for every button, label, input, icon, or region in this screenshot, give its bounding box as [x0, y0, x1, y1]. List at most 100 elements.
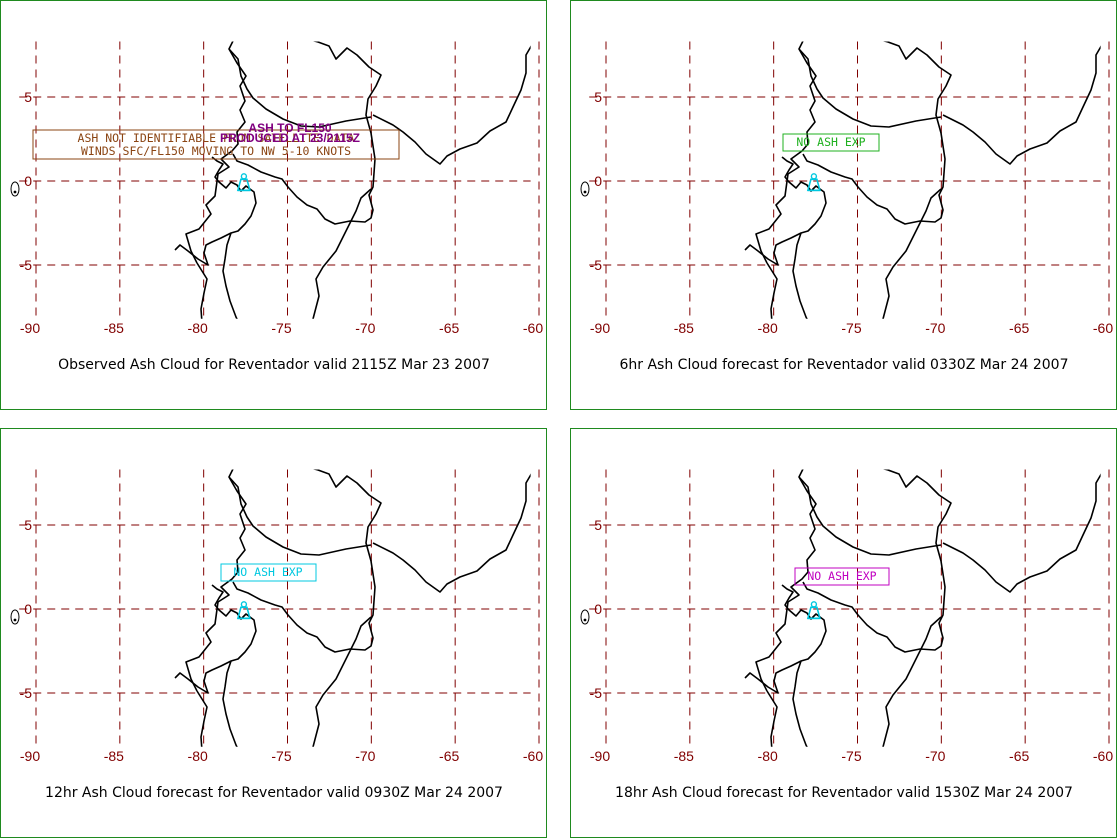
volcano-icon: [236, 173, 251, 192]
panel-caption: 12hr Ash Cloud forecast for Reventador v…: [45, 785, 503, 801]
coastline-segment: [744, 584, 827, 694]
advisory-line-2: PRODUCED AT 23/2115Z: [220, 131, 360, 145]
text-box-frame: [782, 133, 880, 152]
text-box-line: NO ASH EXP: [233, 565, 302, 579]
coastline-segment: [228, 476, 372, 556]
lon-tick-label: -80: [188, 320, 208, 336]
lat-tick-label: 5: [24, 517, 32, 533]
volcano-icon: [236, 601, 251, 620]
panel-caption: 18hr Ash Cloud forecast for Reventador v…: [615, 785, 1073, 801]
ash-map: 5 0 -5 -90 -85 -80 -75 -70 -65 -60 NO ASH EXP 18h…: [580, 469, 1114, 801]
panel-18hr: 5 0 -5 -90 -85 -80 -75 -70 -65 -60 NO ASH EXP 18h…: [570, 428, 1117, 838]
logo-icon: [580, 181, 590, 197]
coastline-segment: [744, 156, 827, 266]
coastline: [744, 41, 1101, 319]
coastline-segment: [798, 476, 942, 556]
ash-text-box: NO ASH EXP: [782, 133, 880, 152]
lon-tick-label: -75: [841, 320, 861, 336]
lon-tick-label: -65: [1009, 748, 1029, 764]
tick-labels: 5 0 -5 -90 -85 -80 -75 -70 -65 -60: [590, 517, 1114, 764]
panel-observed: 5 0 -5 -90 -85 -80 -75 -70 -65 -60 ASH NOT IDENTI…: [0, 0, 547, 410]
lon-tick-label: -70: [925, 748, 945, 764]
coastline-segment: [312, 616, 372, 747]
coastline-segment: [942, 473, 1101, 593]
ash-text-box: NO ASH EXP: [794, 567, 890, 586]
lat-tick-label: 0: [24, 173, 32, 189]
lat-tick-label: 0: [24, 601, 32, 617]
ash-text-box: ASH NOT IDENTIFIABLE FROM SATELLITE DATA…: [32, 129, 400, 160]
lon-tick-label: -65: [1009, 320, 1029, 336]
ash-map: 5 0 -5 -90 -85 -80 -75 -70 -65 -60 ASH NOT IDENTI…: [10, 41, 544, 373]
panel-caption: Observed Ash Cloud for Reventador valid …: [58, 357, 490, 373]
lon-tick-label: -75: [271, 748, 291, 764]
coastline: [744, 469, 1101, 747]
coastline-segment: [174, 584, 257, 694]
ash-map: 5 0 -5 -90 -85 -80 -75 -70 -65 -60 NO ASH EXP 6hr…: [580, 41, 1114, 373]
coastline-segment: [232, 469, 382, 653]
lon-tick-label: -80: [758, 748, 778, 764]
coastline-segment: [942, 45, 1101, 165]
coastline-segment: [228, 48, 372, 128]
coastline-segment: [185, 41, 247, 264]
lon-tick-label: -70: [355, 748, 375, 764]
lon-tick-label: -90: [590, 748, 610, 764]
lon-tick-label: -70: [925, 320, 945, 336]
coastline-segment: [882, 616, 942, 747]
panel-6hr: 5 0 -5 -90 -85 -80 -75 -70 -65 -60 NO ASH EXP 6hr…: [570, 0, 1117, 410]
volcano-icon: [806, 601, 821, 620]
grid-lines: [19, 41, 540, 319]
logo-icon: [580, 609, 590, 625]
lat-tick-label: -5: [20, 257, 33, 273]
lon-tick-label: -85: [104, 748, 124, 764]
coastline-segment: [312, 188, 372, 319]
lon-tick-label: -60: [523, 748, 543, 764]
grid-lines: [589, 41, 1110, 319]
text-box-frame: [220, 563, 317, 582]
tick-labels: 5 0 -5 -90 -85 -80 -75 -70 -65 -60: [590, 89, 1114, 336]
coastline-segment: [196, 262, 208, 319]
ash-text-box: NO ASH EXP: [220, 563, 317, 582]
coastline-segment: [372, 473, 531, 593]
coastline-segment: [802, 41, 952, 225]
coastline-segment: [222, 660, 238, 747]
coastline-segment: [372, 45, 531, 165]
lat-tick-label: 0: [594, 601, 602, 617]
lon-tick-label: -65: [439, 748, 459, 764]
lon-tick-label: -70: [355, 320, 375, 336]
panel-caption: 6hr Ash Cloud forecast for Reventador va…: [619, 357, 1068, 373]
lon-tick-label: -60: [1093, 320, 1113, 336]
lon-tick-label: -85: [104, 320, 124, 336]
coastline: [174, 41, 531, 319]
coastline-segment: [802, 469, 952, 653]
text-box-line: NO ASH EXP: [807, 569, 876, 583]
text-box-frame: [32, 129, 400, 160]
coastline-segment: [792, 232, 808, 319]
coastline-segment: [766, 262, 778, 319]
lon-tick-label: -90: [20, 320, 40, 336]
coastline-segment: [174, 156, 257, 266]
lon-tick-label: -65: [439, 320, 459, 336]
advisory-text: ASH TO FL150 PRODUCED AT 23/2115Z: [220, 121, 360, 145]
panel-12hr: 5 0 -5 -90 -85 -80 -75 -70 -65 -60 NO ASH EXP 12h…: [0, 428, 547, 838]
lat-tick-label: 5: [24, 89, 32, 105]
text-box-line: WINDS SFC/FL150 MOVING TO NW 5-10 KNOTS: [81, 144, 351, 158]
lat-tick-label: 0: [594, 173, 602, 189]
grid-lines: [589, 469, 1110, 747]
coastline-segment: [232, 41, 382, 225]
coastline: [174, 469, 531, 747]
lon-tick-label: -75: [271, 320, 291, 336]
lat-tick-label: 5: [594, 517, 602, 533]
lon-tick-label: -90: [20, 748, 40, 764]
coastline-segment: [882, 188, 942, 319]
lat-tick-label: -5: [590, 257, 603, 273]
volcano-icon: [806, 173, 821, 192]
lon-tick-label: -60: [1093, 748, 1113, 764]
text-box-line: NO ASH EXP: [796, 135, 865, 149]
ash-map: 5 0 -5 -90 -85 -80 -75 -70 -65 -60 NO ASH EXP 12h…: [10, 469, 543, 801]
lat-tick-label: 5: [594, 89, 602, 105]
coastline-segment: [755, 469, 817, 692]
lon-tick-label: -60: [523, 320, 543, 336]
text-box-frame: [794, 567, 890, 586]
tick-labels: 5 0 -5 -90 -85 -80 -75 -70 -65 -60: [20, 89, 544, 336]
coastline-segment: [222, 232, 238, 319]
